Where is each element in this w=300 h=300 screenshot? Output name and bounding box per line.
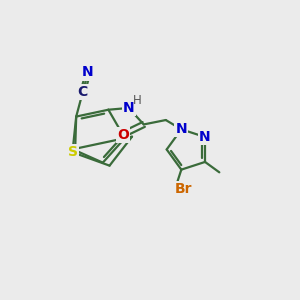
Text: Br: Br (175, 182, 192, 196)
Text: H: H (133, 94, 142, 106)
Text: N: N (123, 101, 135, 115)
Text: N: N (176, 122, 187, 136)
Text: N: N (199, 130, 211, 144)
Text: N: N (82, 65, 94, 80)
Text: O: O (117, 128, 129, 142)
Text: C: C (78, 85, 88, 99)
Text: S: S (68, 145, 78, 159)
